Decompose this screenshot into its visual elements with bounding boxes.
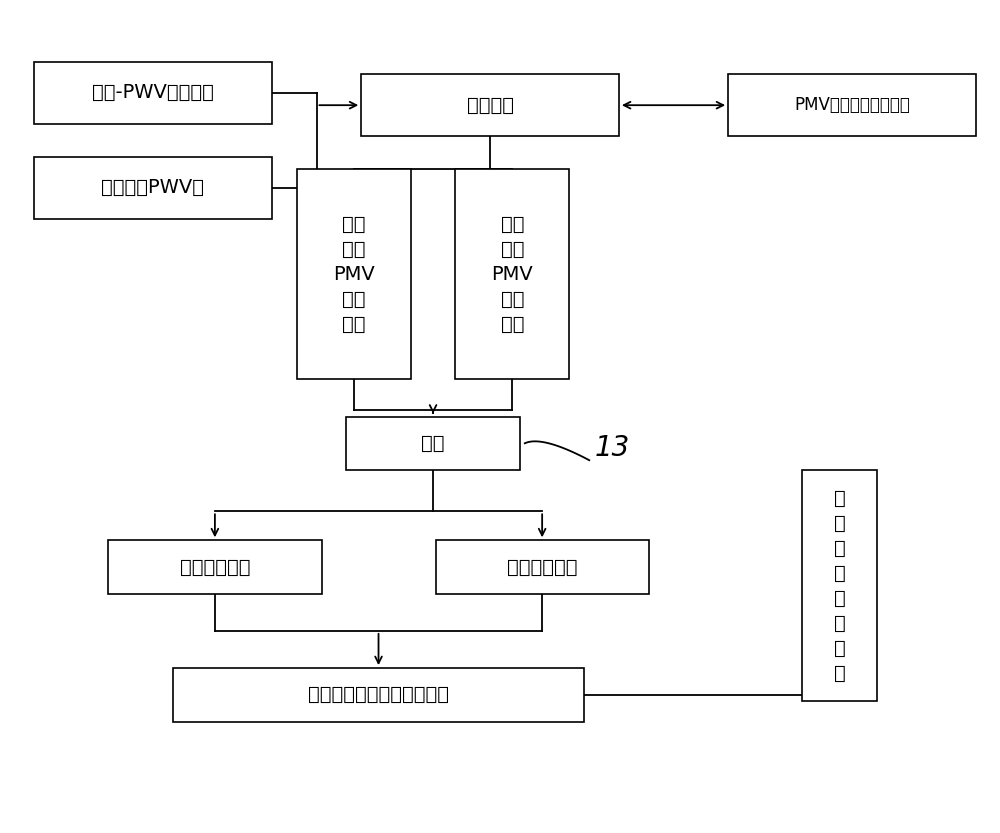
Text: 13: 13: [594, 434, 629, 461]
Text: 风扇: 风扇: [421, 434, 445, 453]
Text: 室内环境PWV值: 室内环境PWV值: [101, 178, 204, 197]
Text: 超出风扇所设定高低段底限: 超出风扇所设定高低段底限: [308, 686, 449, 705]
FancyBboxPatch shape: [346, 416, 520, 470]
Text: 提升风扇转速: 提升风扇转速: [507, 557, 577, 576]
Text: 降低风扇转速: 降低风扇转速: [180, 557, 250, 576]
FancyBboxPatch shape: [361, 74, 619, 136]
FancyBboxPatch shape: [34, 62, 272, 124]
FancyBboxPatch shape: [802, 470, 877, 701]
FancyBboxPatch shape: [455, 169, 569, 379]
FancyBboxPatch shape: [108, 540, 322, 594]
FancyBboxPatch shape: [34, 157, 272, 218]
Text: 显
示
调
整
空
调
温
度: 显 示 调 整 空 调 温 度: [834, 489, 846, 682]
FancyBboxPatch shape: [173, 668, 584, 721]
Text: 小于
设定
PMV
指标
区域: 小于 设定 PMV 指标 区域: [333, 215, 375, 334]
Text: 对比判断: 对比判断: [467, 96, 514, 115]
FancyBboxPatch shape: [728, 74, 976, 136]
Text: 设定-PWV指标区域: 设定-PWV指标区域: [92, 83, 214, 102]
Text: PMV逻辑控制周期装置: PMV逻辑控制周期装置: [794, 96, 910, 114]
Text: 大于
设定
PMV
指标
区域: 大于 设定 PMV 指标 区域: [492, 215, 533, 334]
FancyBboxPatch shape: [297, 169, 411, 379]
FancyBboxPatch shape: [436, 540, 649, 594]
